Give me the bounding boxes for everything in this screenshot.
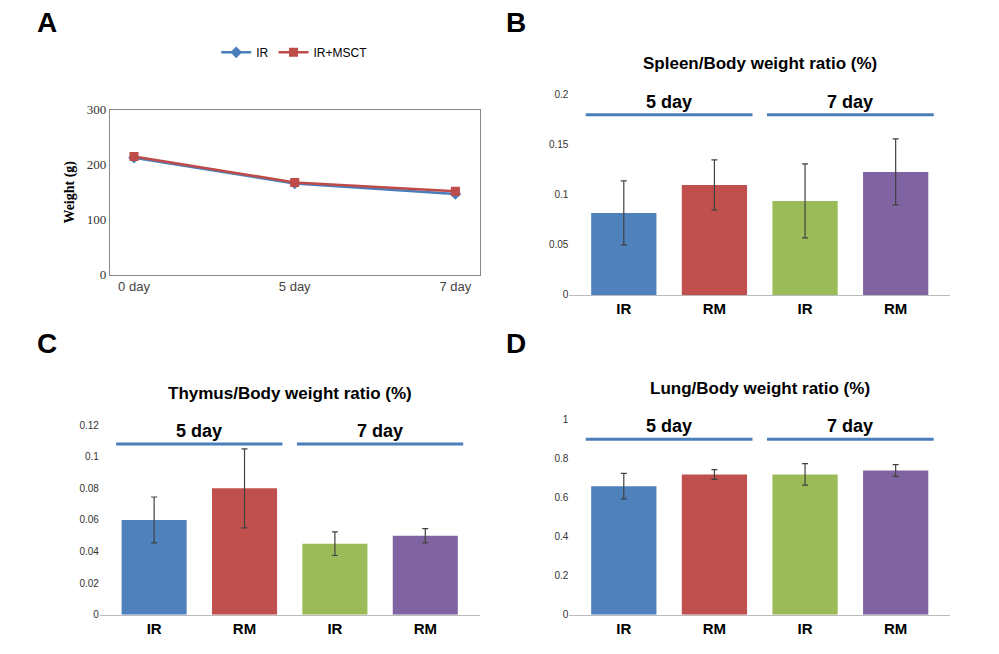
svg-text:RM: RM: [414, 620, 437, 637]
svg-text:Thymus/Body weight ratio (%): Thymus/Body weight ratio (%): [168, 384, 412, 403]
svg-text:D: D: [506, 328, 526, 359]
svg-text:7 day: 7 day: [827, 92, 873, 112]
svg-text:0.2: 0.2: [555, 89, 569, 100]
svg-text:B: B: [506, 7, 526, 38]
svg-text:RM: RM: [233, 620, 256, 637]
svg-text:RM: RM: [703, 620, 726, 637]
svg-text:IR: IR: [256, 46, 268, 60]
svg-text:RM: RM: [703, 300, 726, 317]
svg-text:0.1: 0.1: [85, 451, 99, 462]
svg-text:100: 100: [87, 212, 107, 227]
svg-text:0.05: 0.05: [549, 239, 569, 250]
svg-text:Lung/Body weight ratio (%): Lung/Body weight ratio (%): [650, 379, 870, 398]
svg-text:0.06: 0.06: [79, 514, 99, 525]
svg-text:0: 0: [563, 609, 569, 620]
svg-text:RM: RM: [884, 300, 907, 317]
svg-text:7 day: 7 day: [357, 421, 403, 441]
svg-text:5 day: 5 day: [279, 279, 311, 294]
svg-text:IR: IR: [798, 300, 813, 317]
svg-text:300: 300: [87, 102, 107, 117]
svg-text:7 day: 7 day: [827, 416, 873, 436]
svg-text:0.15: 0.15: [549, 139, 569, 150]
svg-text:IR: IR: [616, 620, 631, 637]
svg-text:0: 0: [100, 267, 107, 282]
svg-text:5 day: 5 day: [646, 416, 692, 436]
svg-text:0.02: 0.02: [79, 578, 99, 589]
svg-text:5 day: 5 day: [646, 92, 692, 112]
svg-text:0: 0: [563, 289, 569, 300]
svg-text:0: 0: [93, 609, 99, 620]
svg-text:0.4: 0.4: [555, 531, 569, 542]
svg-text:C: C: [37, 328, 57, 359]
svg-text:1: 1: [563, 414, 569, 425]
svg-text:IR: IR: [327, 620, 342, 637]
svg-text:Spleen/Body weight ratio (%): Spleen/Body weight ratio (%): [643, 54, 877, 73]
svg-text:0.1: 0.1: [555, 189, 569, 200]
svg-text:0.2: 0.2: [555, 570, 569, 581]
svg-text:200: 200: [87, 157, 107, 172]
svg-text:7 day: 7 day: [440, 279, 472, 294]
svg-text:IR: IR: [147, 620, 162, 637]
svg-text:0 day: 0 day: [118, 279, 150, 294]
svg-text:0.08: 0.08: [79, 483, 99, 494]
svg-text:0.8: 0.8: [555, 453, 569, 464]
svg-text:0.04: 0.04: [79, 546, 99, 557]
svg-text:0.12: 0.12: [79, 420, 99, 431]
svg-text:RM: RM: [884, 620, 907, 637]
svg-text:IR+MSCT: IR+MSCT: [314, 46, 368, 60]
svg-text:A: A: [37, 7, 57, 38]
svg-text:IR: IR: [798, 620, 813, 637]
svg-text:IR: IR: [616, 300, 631, 317]
svg-text:0.6: 0.6: [555, 492, 569, 503]
svg-text:5 day: 5 day: [176, 421, 222, 441]
svg-text:Weight (g): Weight (g): [62, 161, 78, 224]
